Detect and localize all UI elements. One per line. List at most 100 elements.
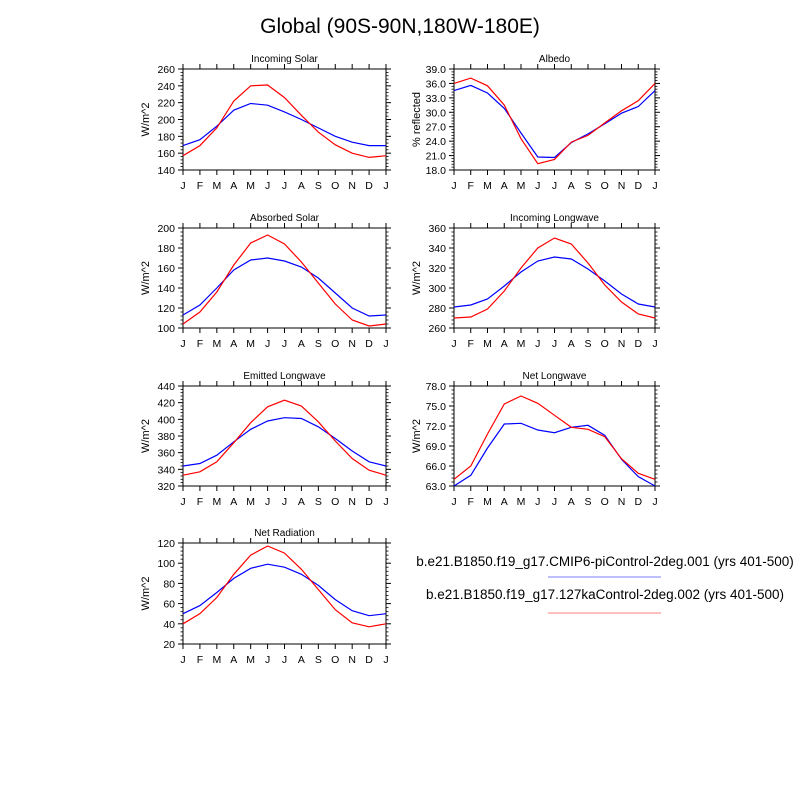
x-tick-label: O	[601, 496, 609, 508]
x-tick-label: J	[652, 338, 657, 350]
x-tick-label: J	[535, 496, 540, 508]
series-line-1	[182, 102, 386, 147]
x-tick-label: M	[212, 654, 221, 666]
x-tick-label: J	[180, 654, 185, 666]
x-tick-label: N	[348, 654, 356, 666]
x-tick-label: O	[601, 180, 609, 192]
y-tick-label: 160	[157, 263, 175, 275]
x-tick-label: D	[365, 654, 373, 666]
panel-net-longwave: Net Longwave W/m^2 63.0 66.0 69.0 72.0 75.0 78.…	[411, 371, 660, 508]
x-tick-label: A	[501, 180, 508, 192]
x-tick-label: D	[634, 496, 642, 508]
x-tick-label: J	[282, 496, 287, 508]
series-line-1	[453, 422, 656, 487]
y-tick-label: 100	[157, 323, 175, 335]
x-tick-label: S	[315, 654, 322, 666]
y-tick-label: 260	[428, 323, 446, 335]
x-tick-label: S	[584, 180, 591, 192]
x-tick-label: M	[212, 180, 221, 192]
x-tick-label: M	[212, 496, 221, 508]
y-tick-label: 340	[157, 464, 175, 476]
y-axis-label: % reflected	[411, 92, 423, 147]
series-line-2	[453, 77, 656, 165]
y-tick-label: 39.0	[426, 64, 447, 76]
y-axis-label: W/m^2	[140, 577, 152, 611]
x-tick-label: A	[501, 496, 508, 508]
panel-title: Absorbed Solar	[250, 213, 320, 224]
x-tick-label: J	[180, 180, 185, 192]
plot-frame	[182, 227, 387, 329]
x-tick-label: S	[584, 496, 591, 508]
x-tick-label: F	[197, 654, 203, 666]
x-tick-label: J	[652, 496, 657, 508]
series-line-2	[182, 545, 387, 628]
series-line-1	[182, 563, 387, 617]
x-tick-label: J	[282, 654, 287, 666]
x-tick-label: J	[383, 180, 388, 192]
y-tick-label: 160	[157, 148, 175, 160]
x-tick-label: N	[618, 180, 626, 192]
y-tick-label: 340	[428, 243, 446, 255]
x-tick-label: N	[348, 180, 356, 192]
x-tick-label: J	[652, 180, 657, 192]
x-tick-label: A	[501, 338, 508, 350]
x-tick-label: A	[568, 496, 575, 508]
x-tick-label: F	[197, 338, 203, 350]
x-tick-label: D	[365, 338, 373, 350]
panel-title: Net Radiation	[254, 528, 315, 539]
series-line-2	[182, 234, 387, 327]
x-tick-label: J	[265, 180, 270, 192]
panel-title: Emitted Longwave	[243, 371, 326, 382]
series-line-1	[182, 257, 387, 317]
y-tick-label: 120	[157, 303, 175, 315]
y-tick-label: 200	[157, 223, 175, 235]
x-tick-label: J	[265, 654, 270, 666]
x-tick-label: M	[517, 496, 526, 508]
y-tick-label: 60	[163, 599, 175, 611]
x-tick-label: N	[618, 496, 626, 508]
plot-frame	[182, 385, 387, 487]
plot-frame	[453, 68, 656, 171]
panel-title: Net Longwave	[523, 371, 587, 382]
x-tick-label: A	[298, 338, 305, 350]
x-tick-label: F	[468, 180, 474, 192]
plot-frame	[453, 385, 656, 487]
y-tick-label: 36.0	[426, 78, 447, 90]
x-tick-label: S	[315, 180, 322, 192]
x-tick-label: J	[282, 338, 287, 350]
x-tick-label: J	[383, 338, 388, 350]
x-tick-label: J	[451, 496, 456, 508]
x-tick-label: M	[483, 180, 492, 192]
x-tick-label: M	[246, 654, 255, 666]
x-tick-label: S	[315, 338, 322, 350]
y-tick-label: 420	[157, 398, 175, 410]
series-line-1	[182, 417, 387, 467]
x-tick-label: O	[331, 180, 339, 192]
x-tick-label: A	[230, 496, 237, 508]
y-tick-label: 18.0	[426, 165, 447, 177]
x-tick-label: A	[298, 654, 305, 666]
y-tick-label: 78.0	[426, 381, 447, 393]
y-tick-label: 20	[163, 639, 175, 651]
y-tick-label: 260	[157, 64, 175, 76]
x-tick-label: J	[552, 180, 557, 192]
x-tick-label: F	[468, 338, 474, 350]
x-tick-label: J	[535, 180, 540, 192]
x-tick-label: M	[483, 496, 492, 508]
series-line-2	[453, 237, 656, 319]
series-line-2	[182, 84, 387, 159]
panel-title: Albedo	[539, 54, 571, 65]
legend: b.e21.B1850.f19_g17.CMIP6-piControl-2deg…	[416, 554, 794, 614]
y-tick-label: 320	[157, 481, 175, 493]
x-tick-label: S	[315, 496, 322, 508]
y-tick-label: 380	[157, 431, 175, 443]
y-tick-label: 140	[157, 283, 175, 295]
y-tick-label: 100	[157, 558, 175, 570]
y-tick-label: 24.0	[426, 136, 447, 148]
legend-label-2: b.e21.B1850.f19_g17.127kaControl-2deg.00…	[426, 587, 784, 602]
x-tick-label: D	[365, 496, 373, 508]
x-tick-label: F	[468, 496, 474, 508]
x-tick-label: M	[246, 180, 255, 192]
y-tick-label: 27.0	[426, 122, 447, 134]
